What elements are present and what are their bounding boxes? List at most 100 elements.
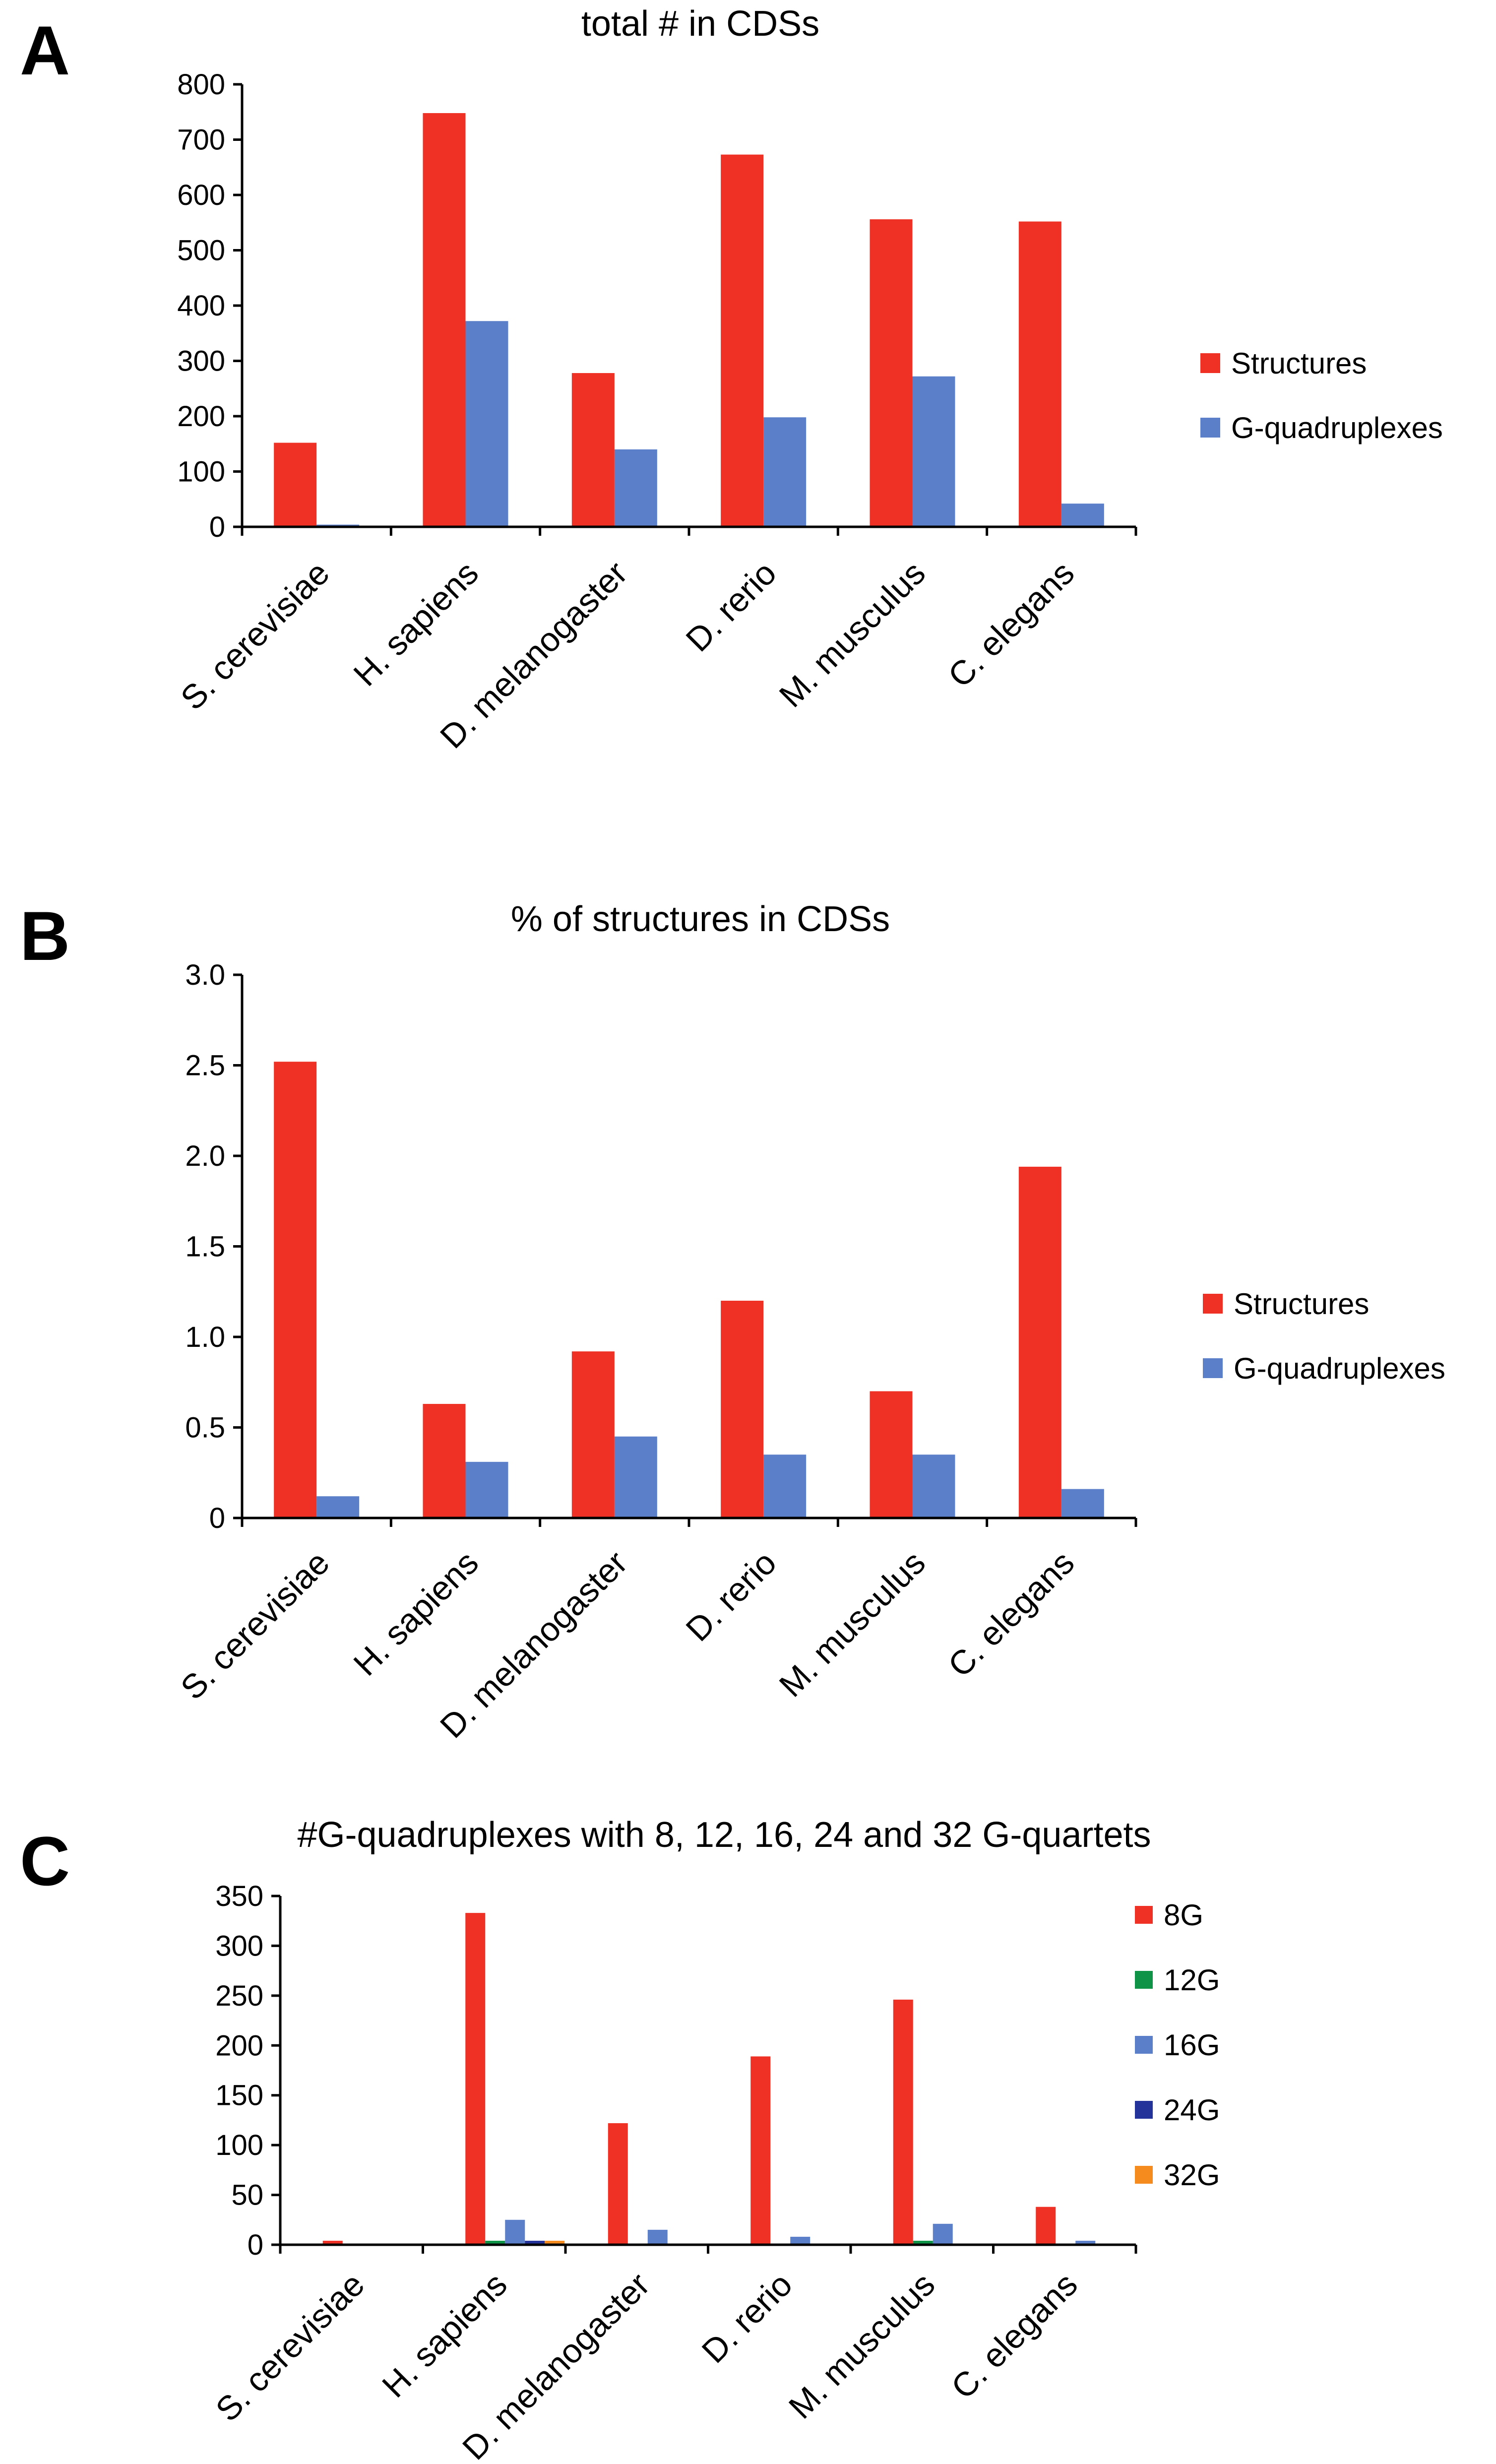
bar-16g-h-sapiens	[505, 2219, 525, 2245]
bar-32g-h-sapiens	[545, 2240, 565, 2245]
y-tick-label: 1.5	[185, 1231, 225, 1263]
bar-16g-c-elegans	[1075, 2240, 1096, 2245]
y-tick-label: 200	[215, 2029, 263, 2062]
y-tick-label: 100	[177, 456, 225, 488]
bar-g-quadruplexes-d-rerio	[763, 1454, 807, 1518]
bar-structures-h-sapiens	[423, 1404, 466, 1518]
category-label-h-sapiens: H. sapiens	[375, 2266, 514, 2405]
y-tick-label: 1.0	[185, 1321, 225, 1353]
bar-structures-d-melanogaster	[571, 1351, 615, 1518]
y-tick-label: 0	[248, 2229, 263, 2261]
y-tick-label: 800	[177, 68, 225, 101]
y-tick-label: 700	[177, 124, 225, 156]
y-tick-label: 2.0	[185, 1140, 225, 1172]
y-tick-labels-b: 0 0.5 1.0 1.5 2.0 2.5 3.0	[185, 959, 225, 1534]
bar-structures-c-elegans	[1018, 221, 1061, 527]
bar-8g-d-rerio	[750, 2056, 771, 2245]
panel-b: B % of structures in CDSs 0 0.5 1.0 1.5 2.0 2…	[20, 897, 1445, 1745]
axes-a	[233, 83, 1137, 536]
legend-b: Structures G-quadruplexes	[1203, 1287, 1445, 1385]
category-label-m-musculus: M. musculus	[772, 1544, 933, 1705]
legend-swatch-24g	[1135, 2101, 1153, 2119]
bars-a	[274, 113, 1104, 527]
y-tick-label: 300	[177, 345, 225, 378]
legend-swatch-8g	[1135, 1906, 1153, 1924]
y-tick-label: 0	[209, 511, 225, 543]
legend-swatch-structures	[1203, 1294, 1223, 1314]
y-tick-label: 500	[177, 235, 225, 267]
category-label-d-rerio: D. rerio	[679, 554, 783, 659]
bar-g-quadruplexes-h-sapiens	[465, 1461, 508, 1518]
category-label-s-cerevisiae: S. cerevisiae	[174, 1544, 337, 1707]
legend-swatch-16g	[1135, 2036, 1153, 2054]
category-label-d-rerio: D. rerio	[694, 2266, 799, 2370]
legend-label-g-quadruplexes: G-quadruplexes	[1231, 411, 1443, 444]
axes-c	[271, 1895, 1137, 2254]
y-tick-label: 150	[215, 2080, 263, 2112]
legend-label-structures: Structures	[1231, 347, 1367, 380]
category-label-c-elegans: C. elegans	[944, 2266, 1085, 2406]
y-tick-labels-c: 0 50 100 150 200 250 300 350	[215, 1880, 263, 2261]
bar-structures-d-melanogaster	[571, 373, 615, 527]
y-tick-labels-a: 0 100 200 300 400 500 600 700 800	[177, 68, 225, 543]
bar-structures-m-musculus	[870, 219, 913, 527]
bar-16g-d-melanogaster	[647, 2229, 668, 2245]
bar-g-quadruplexes-c-elegans	[1061, 1489, 1104, 1518]
legend-label-g-quadruplexes: G-quadruplexes	[1234, 1352, 1445, 1385]
category-label-c-elegans: C. elegans	[941, 554, 1082, 695]
panel-letter-b: B	[20, 897, 70, 975]
bar-8g-c-elegans	[1036, 2207, 1056, 2245]
panel-c: C #G-quadruplexes with 8, 12, 16, 24 and…	[20, 1815, 1220, 2464]
bar-8g-d-melanogaster	[608, 2123, 628, 2245]
bar-structures-d-rerio	[721, 154, 764, 527]
category-label-s-cerevisiae: S. cerevisiae	[174, 554, 337, 717]
bar-structures-s-cerevisiae	[274, 442, 317, 527]
bar-16g-d-rerio	[790, 2236, 810, 2245]
bar-structures-h-sapiens	[423, 113, 466, 527]
y-tick-label: 0	[209, 1502, 225, 1534]
bar-g-quadruplexes-m-musculus	[912, 1454, 955, 1518]
bar-24g-h-sapiens	[525, 2240, 545, 2245]
bar-g-quadruplexes-d-rerio	[763, 417, 807, 527]
bar-16g-m-musculus	[933, 2223, 953, 2245]
legend-label-32g: 32G	[1164, 2158, 1220, 2192]
bar-g-quadruplexes-h-sapiens	[465, 321, 508, 527]
category-label-m-musculus: M. musculus	[782, 2266, 942, 2426]
y-tick-label: 3.0	[185, 959, 225, 991]
bar-structures-d-rerio	[721, 1301, 764, 1518]
bar-8g-h-sapiens	[465, 1913, 486, 2245]
legend-label-8g: 8G	[1164, 1898, 1203, 1932]
y-tick-label: 100	[215, 2129, 263, 2161]
category-label-s-cerevisiae: S. cerevisiae	[208, 2266, 372, 2429]
legend-swatch-12g	[1135, 1971, 1153, 1989]
bar-g-quadruplexes-d-melanogaster	[614, 1436, 657, 1518]
chart-title-b: % of structures in CDSs	[511, 899, 890, 939]
bar-12g-m-musculus	[913, 2240, 933, 2245]
panel-letter-a: A	[20, 11, 70, 89]
legend-label-12g: 12G	[1164, 1963, 1220, 1997]
legend-label-16g: 16G	[1164, 2028, 1220, 2062]
y-tick-label: 350	[215, 1880, 263, 1912]
y-tick-label: 0.5	[185, 1412, 225, 1444]
axes-b	[233, 973, 1137, 1527]
bars-b	[274, 1062, 1104, 1518]
legend-swatch-g-quadruplexes	[1203, 1358, 1223, 1378]
legend-label-structures: Structures	[1234, 1287, 1369, 1321]
legend-label-24g: 24G	[1164, 2093, 1220, 2127]
panel-a: A total # in CDSs 0 100 200 300 400 500 600 700…	[20, 4, 1443, 756]
y-tick-label: 2.5	[185, 1050, 225, 1082]
bar-structures-s-cerevisiae	[274, 1062, 317, 1518]
legend-c: 8G 12G 16G 24G 32G	[1135, 1898, 1220, 2192]
panel-letter-c: C	[20, 1822, 70, 1900]
category-label-d-rerio: D. rerio	[679, 1544, 783, 1648]
category-label-h-sapiens: H. sapiens	[346, 1544, 486, 1683]
y-tick-label: 600	[177, 179, 225, 211]
legend-swatch-structures	[1200, 353, 1220, 373]
bars-c	[322, 1913, 1116, 2245]
bar-g-quadruplexes-c-elegans	[1061, 504, 1104, 527]
legend-swatch-g-quadruplexes	[1200, 418, 1220, 438]
